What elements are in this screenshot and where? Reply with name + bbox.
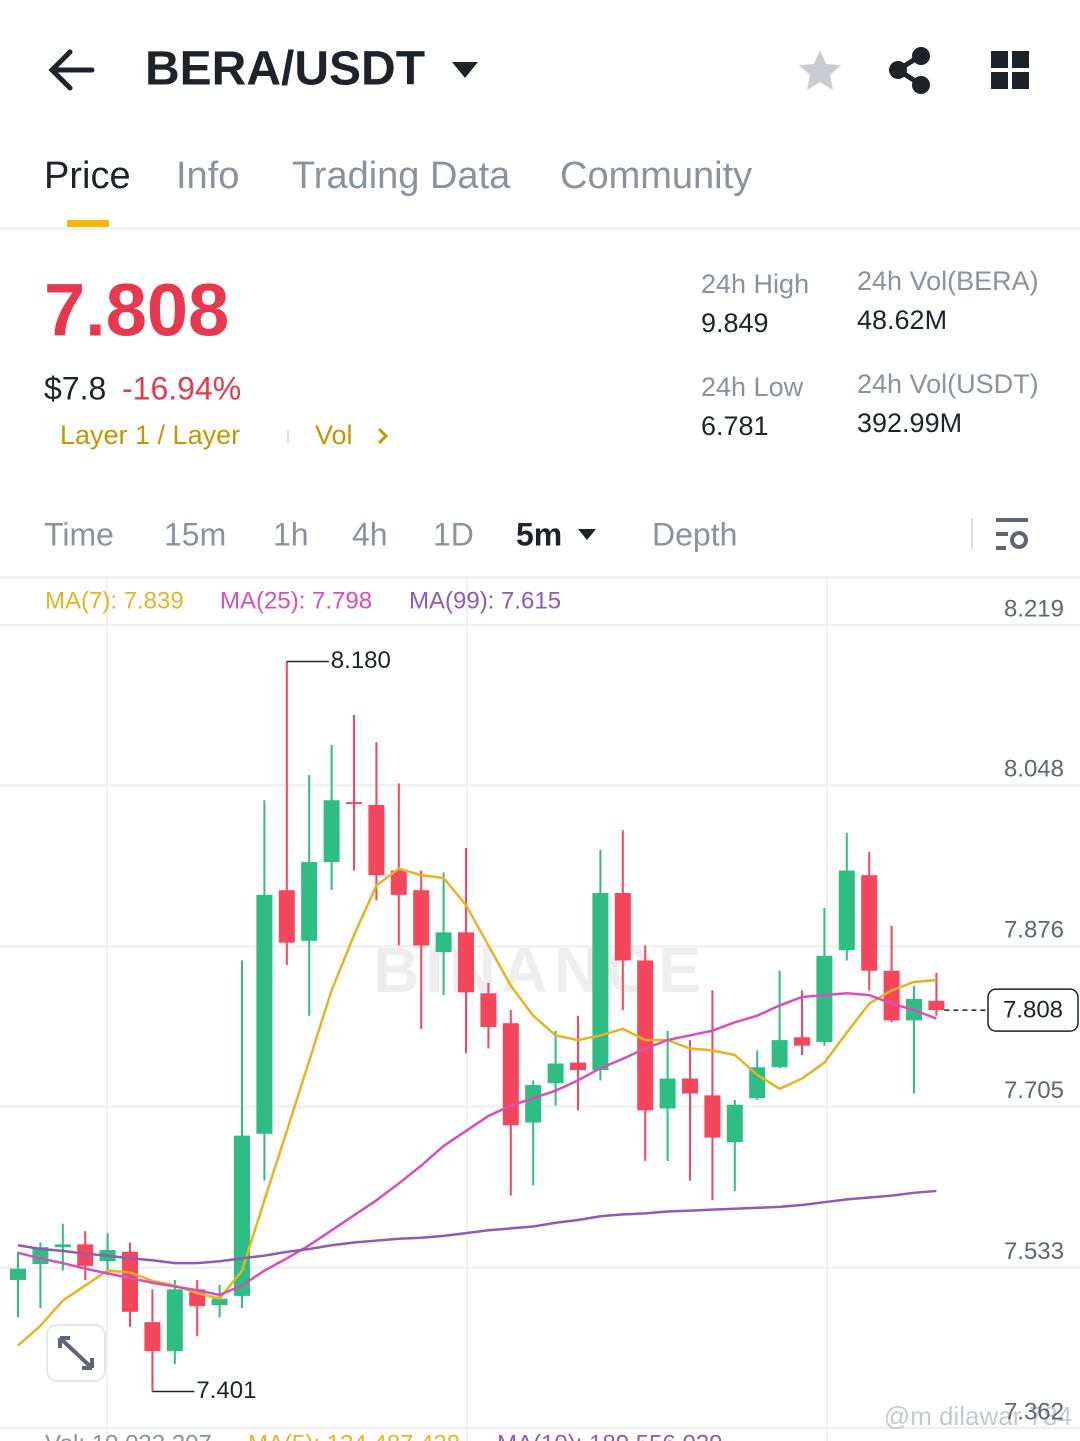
- stat-label: 24h Vol(BERA): [857, 266, 1039, 296]
- candle-body: [390, 870, 407, 895]
- ma-line: [17, 1189, 937, 1265]
- back-button[interactable]: [48, 49, 95, 91]
- y-tick-label: 7.362: [1004, 1398, 1064, 1425]
- candle-body: [682, 1078, 698, 1094]
- candle-body: [435, 932, 452, 953]
- credit: @m dilawar 784: [884, 1401, 1072, 1431]
- interval[interactable]: 4h: [352, 516, 388, 552]
- candle-body: [10, 1268, 26, 1280]
- price-change: -16.94%: [122, 370, 241, 406]
- tab[interactable]: Community: [560, 155, 752, 197]
- interval[interactable]: 1D: [433, 516, 474, 552]
- candle-body: [749, 1067, 766, 1099]
- min-label: 7.401: [196, 1377, 256, 1404]
- candle-body: [122, 1251, 138, 1312]
- interval[interactable]: 1h: [273, 516, 309, 552]
- candle-body: [883, 970, 900, 1021]
- chart-settings[interactable]: [996, 518, 1028, 550]
- y-tick-label: 8.048: [1004, 756, 1064, 783]
- stat-value: 48.62M: [857, 305, 947, 335]
- candle-body: [77, 1244, 94, 1266]
- candle-body: [592, 892, 609, 1071]
- stat-value: 9.849: [701, 308, 769, 338]
- candle-body: [614, 892, 631, 961]
- candle-body: [838, 870, 855, 951]
- last-price-label: 7.808: [1003, 996, 1063, 1023]
- candle-body: [659, 1078, 676, 1109]
- candle-body: [704, 1095, 721, 1138]
- tag[interactable]: Vol: [315, 420, 353, 450]
- candle-body: [346, 802, 362, 805]
- plot: 8.180 7.401: [10, 647, 945, 1404]
- y-tick-label: 7.533: [1004, 1238, 1064, 1265]
- tag[interactable]: Layer 1 / Layer: [60, 420, 240, 450]
- candle-body: [525, 1085, 542, 1123]
- candle-body: [928, 1000, 945, 1011]
- max-label: 8.180: [331, 647, 391, 674]
- candle-body: [547, 1063, 564, 1084]
- menu-icon[interactable]: [991, 51, 1029, 89]
- candle-body: [794, 1037, 810, 1046]
- share-icon[interactable]: [889, 47, 930, 94]
- stat-label: 24h Low: [701, 372, 804, 402]
- ma-legend: MA(25): 7.798: [220, 587, 372, 614]
- candle-body: [211, 1298, 228, 1306]
- stat-value: 392.99M: [857, 408, 962, 438]
- chevron: [377, 427, 389, 445]
- candle-body: [726, 1104, 743, 1143]
- candle-body: [570, 1062, 586, 1071]
- y-tick-label: 7.876: [1004, 917, 1064, 944]
- candle-body: [54, 1244, 71, 1248]
- candle-body: [458, 932, 474, 993]
- stat-label: 24h Vol(USDT): [857, 369, 1039, 399]
- pair-dropdown[interactable]: [452, 62, 478, 78]
- candle-body: [502, 1023, 519, 1126]
- interval[interactable]: Depth: [652, 516, 737, 552]
- candle-body: [368, 804, 385, 876]
- tab[interactable]: Info: [176, 155, 239, 197]
- usd-price: $7.8: [44, 370, 106, 406]
- interval-dropdown[interactable]: [578, 529, 596, 540]
- candle-body: [480, 993, 497, 1027]
- candle-body: [861, 875, 878, 971]
- candle-body: [323, 800, 340, 863]
- interval[interactable]: 15m: [164, 516, 226, 552]
- candle-body: [771, 1040, 788, 1068]
- last-price: 7.808: [44, 269, 229, 352]
- interval-active[interactable]: 5m: [516, 516, 562, 552]
- stat-label: 24h High: [701, 269, 809, 299]
- candle-body: [166, 1289, 183, 1352]
- pair-title[interactable]: BERA/USDT: [145, 43, 425, 96]
- candle-body: [637, 960, 654, 1111]
- last-price-box: [987, 988, 1079, 1032]
- candle-body: [144, 1322, 161, 1352]
- ma-legend: MA(99): 7.615: [409, 587, 561, 614]
- volume-legend: MA(5): 124,487,438: [248, 1430, 460, 1441]
- tab[interactable]: Trading Data: [292, 155, 511, 197]
- tab[interactable]: Price: [44, 155, 131, 197]
- y-tick-label: 7.705: [1004, 1077, 1064, 1104]
- volume-legend: MA(10): 189,556,029: [497, 1430, 722, 1441]
- ma-legend: MA(7): 7.839: [45, 587, 184, 614]
- expand-icon: [58, 1336, 94, 1370]
- tab-indicator: [67, 220, 109, 227]
- y-tick-label: 8.219: [1004, 595, 1064, 622]
- stat-value: 6.781: [701, 411, 769, 441]
- ma-line: [17, 991, 937, 1297]
- candle-body: [413, 890, 430, 946]
- interval[interactable]: Time: [44, 516, 114, 552]
- candle-body: [278, 890, 295, 943]
- candle-body: [301, 862, 318, 941]
- volume-legend: Vol: 10,033,207: [45, 1430, 212, 1441]
- candle-body: [816, 955, 833, 1042]
- favorite-icon[interactable]: [799, 50, 841, 90]
- candle-body: [256, 894, 273, 1134]
